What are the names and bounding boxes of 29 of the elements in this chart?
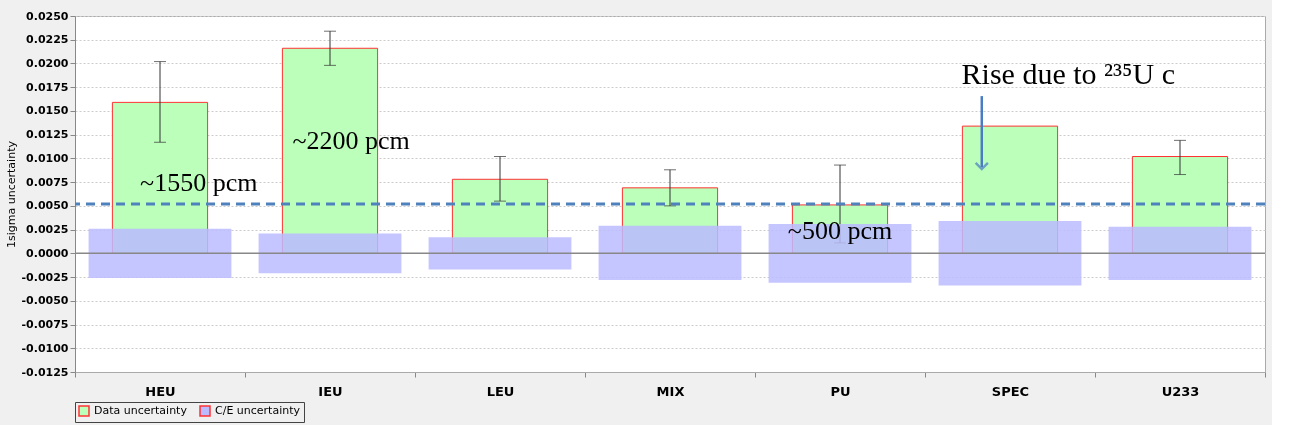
y-tick-label: 0.0150: [26, 104, 69, 118]
y-tick-label: 0.0100: [26, 151, 69, 165]
x-tick-label: LEU: [486, 383, 515, 399]
x-tick-label: IEU: [318, 383, 343, 399]
annotation: ~1550 pcm: [140, 168, 258, 198]
legend-label: C/E uncertainty: [215, 404, 301, 417]
y-tick-label: 0.0075: [26, 175, 69, 189]
x-tick-label: PU: [830, 383, 851, 399]
y-tick-label: 0.0225: [26, 33, 69, 47]
y-tick-label: -0.0075: [21, 318, 69, 332]
y-tick-label: 0.0025: [26, 223, 69, 237]
y-tick-label: 0.0200: [26, 56, 69, 70]
y-tick-label: 0.0050: [26, 199, 69, 213]
x-tick-label: U233: [1161, 383, 1200, 399]
y-tick-label: -0.0050: [21, 294, 69, 308]
y-axis-title: 1sigma uncertainty: [5, 140, 19, 248]
x-tick-label: HEU: [145, 383, 176, 399]
y-tick-label: -0.0025: [21, 270, 69, 284]
y-tick-label: 0.0000: [26, 246, 69, 260]
y-tick-label: 0.0175: [26, 80, 69, 94]
annotation: ~500 pcm: [787, 216, 893, 246]
x-tick-label: MIX: [656, 383, 685, 399]
y-tick-label: -0.0100: [21, 341, 69, 355]
y-tick-label: 0.0250: [26, 9, 69, 23]
legend-label: Data uncertainty: [94, 404, 188, 417]
y-tick-label: -0.0125: [21, 365, 69, 379]
annotation: Rise due to ²³⁵U c: [961, 56, 1175, 90]
x-tick-label: SPEC: [991, 383, 1030, 399]
y-tick-label: 0.0125: [26, 128, 69, 142]
